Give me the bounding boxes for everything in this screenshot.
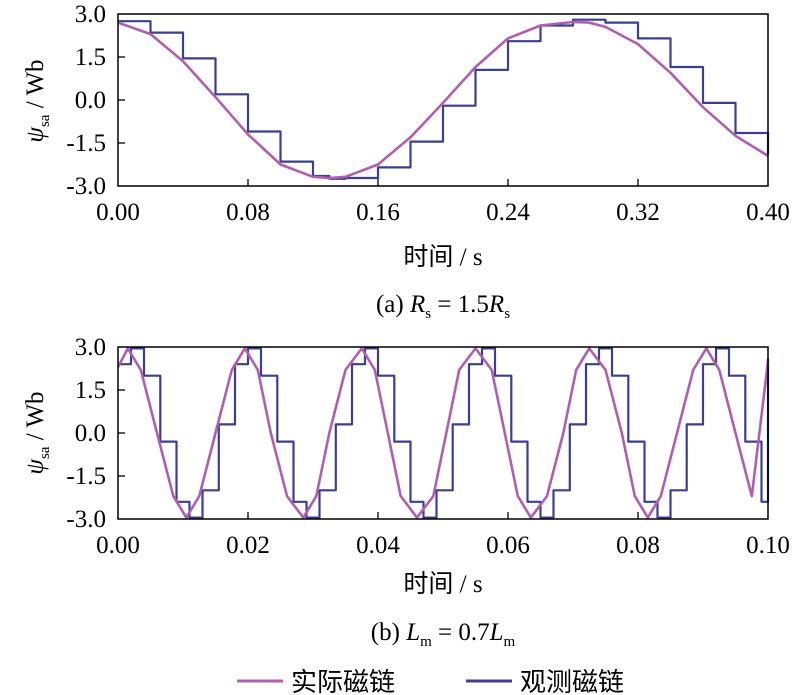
- panel-b-series-actual: [116, 347, 770, 519]
- panel-b-xlabel: 时间 / s: [403, 570, 482, 598]
- panel-b-ylabel-symbol: ψ: [22, 459, 49, 475]
- panel-b-xtick-label: 0.00: [96, 532, 140, 559]
- panel-b-ytick-label: 3.0: [75, 334, 106, 361]
- legend-label-observed: 观测磁链: [520, 668, 624, 695]
- panel-a-ytick-label: -1.5: [66, 130, 106, 157]
- panel-a-xtick-label: 0.08: [226, 199, 270, 226]
- panel-b-caption-symbol: L: [405, 619, 420, 646]
- panel-a-ylabel: ψsa / Wb: [22, 59, 53, 142]
- panel-b-ylabel-sub: sa: [37, 446, 53, 459]
- panel-a-yticks: 3.0 1.5 0.0 -1.5 -3.0: [66, 1, 125, 200]
- panel-a-caption-prefix: (a): [376, 291, 410, 318]
- panel-a-series-actual: [117, 20, 769, 180]
- panel-b-yticks: 3.0 1.5 0.0 -1.5 -3.0: [66, 334, 125, 533]
- panel-b-series-observed: [118, 347, 770, 519]
- panel-b-series: [116, 347, 770, 519]
- panel-a-ylabel-sub: sa: [37, 114, 53, 127]
- panel-a-frame: [117, 13, 769, 187]
- panel-b-caption-eq: = 0.7: [432, 619, 490, 646]
- panel-a: ψsa / Wb 3.01.50.0-1.5-3.0 0.00 0.08 0.16 0…: [22, 1, 790, 322]
- panel-b-xtick-label: 0.02: [226, 532, 270, 559]
- panel-a-caption-eq: = 1.5: [431, 291, 489, 318]
- panel-a-ytick-label: -3.0: [66, 173, 106, 200]
- legend: 实际磁链 观测磁链: [237, 668, 624, 695]
- panel-a-caption-symbol: R: [409, 291, 425, 318]
- panel-a-xtick-label: 0.40: [746, 199, 790, 226]
- panel-a-xtick-label: 0.00: [96, 199, 140, 226]
- panel-b-ylabel-unit: / Wb: [22, 391, 49, 446]
- panel-b-caption-hat-sub: m: [504, 634, 516, 650]
- panel-b-ylabel: ψsa / Wb: [22, 391, 53, 474]
- panel-b-ytick-label: 1.5: [75, 377, 106, 404]
- panel-b-caption-prefix: (b): [371, 619, 406, 646]
- legend-label-actual: 实际磁链: [291, 668, 395, 695]
- panel-a-xtick-label: 0.32: [616, 199, 660, 226]
- svg-text:ψsa / Wb: ψsa / Wb: [22, 59, 53, 142]
- panel-a-ytick-label: 1.5: [75, 44, 106, 71]
- panel-b-xtick-label: 0.08: [616, 532, 660, 559]
- panel-b: ψsa / Wb 3.01.50.0-1.5-3.0 0.00 0.02 0.04 0…: [22, 334, 790, 650]
- panel-b-frame: [117, 346, 769, 520]
- panel-a-ylabel-unit: / Wb: [22, 59, 49, 114]
- panel-b-ytick-label: -1.5: [66, 463, 106, 490]
- panel-b-ytick-label: -3.0: [66, 506, 106, 533]
- panel-a-caption-hat-sub: s: [504, 306, 510, 322]
- panel-a-xticks: 0.00 0.08 0.16 0.24 0.32 0.40: [96, 179, 790, 226]
- panel-a-ylabel-symbol: ψ: [22, 127, 49, 143]
- panel-b-xtick-label: 0.04: [356, 532, 400, 559]
- panel-a-caption-hat-symbol: R: [488, 291, 504, 318]
- panel-b-xticks: 0.00 0.02 0.04 0.06 0.08 0.10: [96, 512, 790, 559]
- panel-a-series-observed: [118, 18, 770, 180]
- panel-b-caption: (b) Lm = 0.7Lm: [371, 619, 516, 650]
- panel-b-ytick-label: 0.0: [75, 420, 106, 447]
- panel-b-xtick-label: 0.10: [746, 532, 790, 559]
- svg-text:ψsa / Wb: ψsa / Wb: [22, 391, 53, 474]
- panel-a-xlabel: 时间 / s: [403, 243, 482, 271]
- panel-a-xtick-label: 0.16: [356, 199, 400, 226]
- panel-a-ytick-label: 3.0: [75, 1, 106, 28]
- panel-a-series: [117, 18, 770, 180]
- panel-a-ytick-label: 0.0: [75, 87, 106, 114]
- panel-b-caption-hat-symbol: L: [489, 619, 504, 646]
- panel-a-xtick-label: 0.24: [486, 199, 530, 226]
- panel-a-caption: (a) Rs = 1.5Rs: [376, 291, 510, 322]
- panel-a-caption-sub: s: [425, 306, 431, 322]
- panel-b-caption-sub: m: [420, 634, 432, 650]
- panel-b-xtick-label: 0.06: [486, 532, 530, 559]
